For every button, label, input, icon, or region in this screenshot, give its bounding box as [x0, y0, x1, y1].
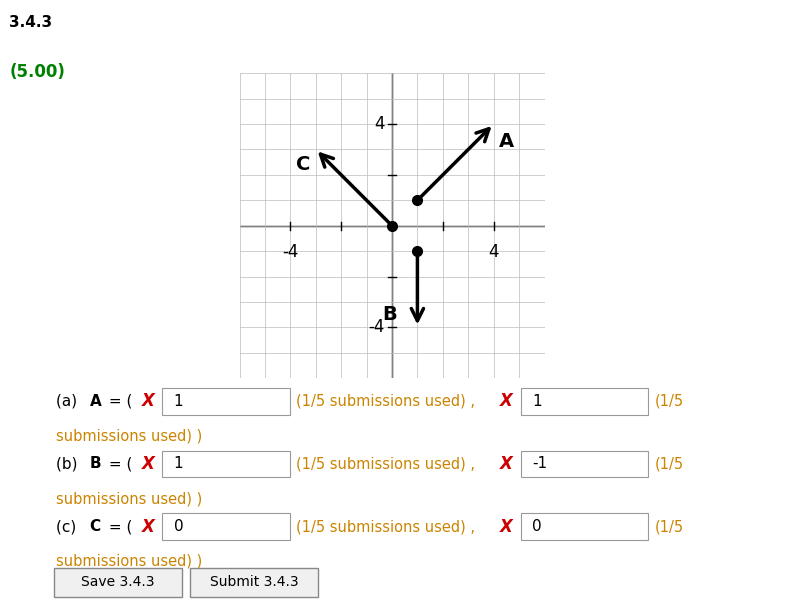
Text: B: B — [382, 305, 397, 324]
Text: submissions used) ): submissions used) ) — [56, 554, 202, 569]
Text: B: B — [90, 456, 102, 472]
Text: 4: 4 — [374, 115, 384, 133]
Text: X: X — [500, 517, 513, 536]
FancyBboxPatch shape — [521, 451, 648, 477]
Text: submissions used) ): submissions used) ) — [56, 491, 202, 506]
Text: (5.00): (5.00) — [10, 63, 66, 81]
Text: C: C — [90, 519, 101, 534]
Text: (a): (a) — [56, 394, 82, 409]
FancyBboxPatch shape — [54, 568, 182, 597]
Text: -4: -4 — [282, 243, 298, 262]
FancyBboxPatch shape — [190, 568, 318, 597]
Text: A: A — [90, 394, 102, 409]
Text: Submit 3.4.3: Submit 3.4.3 — [210, 575, 298, 589]
Text: -1: -1 — [532, 456, 547, 472]
Text: X: X — [500, 392, 513, 411]
Text: (1/5: (1/5 — [654, 456, 683, 472]
FancyBboxPatch shape — [162, 451, 290, 477]
Text: X: X — [142, 517, 154, 536]
Text: 4: 4 — [489, 243, 499, 262]
FancyBboxPatch shape — [162, 388, 290, 415]
Text: X: X — [142, 455, 154, 473]
FancyBboxPatch shape — [521, 514, 648, 540]
Text: (1/5 submissions used) ,: (1/5 submissions used) , — [296, 519, 475, 534]
Text: (c): (c) — [56, 519, 81, 534]
Text: submissions used) ): submissions used) ) — [56, 429, 202, 443]
Text: (1/5: (1/5 — [654, 394, 683, 409]
Text: = (: = ( — [104, 519, 132, 534]
Text: A: A — [499, 132, 514, 151]
Text: (1/5: (1/5 — [654, 519, 683, 534]
Text: (1/5 submissions used) ,: (1/5 submissions used) , — [296, 394, 475, 409]
FancyBboxPatch shape — [521, 388, 648, 415]
Text: = (: = ( — [104, 394, 132, 409]
Text: Save 3.4.3: Save 3.4.3 — [82, 575, 154, 589]
Text: = (: = ( — [104, 456, 132, 472]
FancyBboxPatch shape — [162, 514, 290, 540]
Text: (1/5 submissions used) ,: (1/5 submissions used) , — [296, 456, 475, 472]
Text: 0: 0 — [174, 519, 183, 534]
Text: 1: 1 — [174, 456, 183, 472]
Text: X: X — [500, 455, 513, 473]
Text: 3.4.3: 3.4.3 — [10, 15, 52, 30]
Text: X: X — [142, 392, 154, 411]
Text: 1: 1 — [532, 394, 542, 409]
Text: -4: -4 — [368, 318, 384, 336]
Text: 1: 1 — [174, 394, 183, 409]
Text: (b): (b) — [56, 456, 82, 472]
Text: Write the vectors labeled A, B and C with rectangular coordinates.: Write the vectors labeled A, B and C wit… — [106, 15, 614, 30]
Text: 0: 0 — [532, 519, 542, 534]
Text: C: C — [296, 155, 310, 174]
